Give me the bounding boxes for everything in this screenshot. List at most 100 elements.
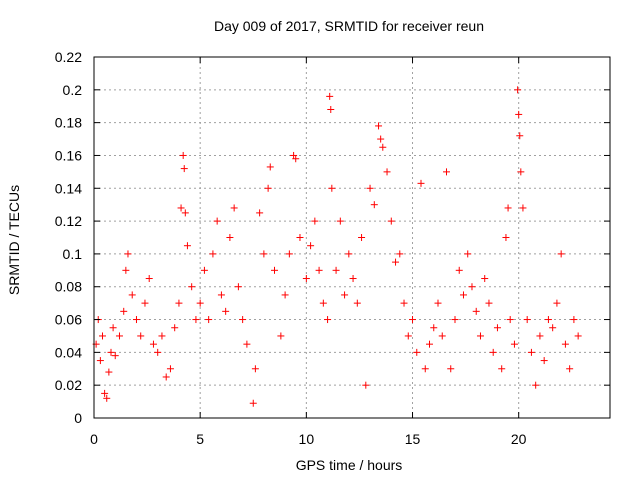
data-point <box>514 86 522 94</box>
data-point <box>544 316 552 324</box>
data-point <box>281 291 289 299</box>
data-point <box>177 204 185 212</box>
data-point <box>158 332 166 340</box>
data-point <box>341 291 349 299</box>
y-tick-label: 0.2 <box>63 82 83 98</box>
data-point <box>264 184 272 192</box>
data-point <box>145 275 153 283</box>
chart-title: Day 009 of 2017, SRMTID for receiver reu… <box>214 18 484 34</box>
data-point <box>370 201 378 209</box>
y-tick-label: 0.22 <box>55 49 82 65</box>
x-tick-label: 10 <box>299 431 315 447</box>
data-point <box>213 217 221 225</box>
data-point <box>510 340 518 348</box>
data-point <box>209 250 217 258</box>
data-point <box>154 348 162 356</box>
data-point <box>517 168 525 176</box>
data-point <box>328 184 336 192</box>
data-point <box>459 291 467 299</box>
y-tick-label: 0.06 <box>55 312 82 328</box>
data-point <box>387 217 395 225</box>
data-point <box>366 184 374 192</box>
data-point <box>447 365 455 373</box>
y-tick-label: 0.18 <box>55 115 82 131</box>
data-point <box>379 143 387 151</box>
data-point <box>222 307 230 315</box>
data-point <box>434 299 442 307</box>
data-point <box>324 316 332 324</box>
data-point <box>128 291 136 299</box>
plot-frame <box>93 56 611 419</box>
data-point <box>570 316 578 324</box>
data-point <box>226 234 234 241</box>
data-point <box>326 92 334 100</box>
data-point <box>574 332 582 340</box>
data-points <box>92 86 582 407</box>
data-point <box>180 165 188 173</box>
data-point <box>451 316 459 324</box>
data-point <box>285 250 293 258</box>
data-point <box>476 332 484 340</box>
data-point <box>141 299 149 307</box>
data-point <box>481 275 489 283</box>
data-point <box>251 365 259 373</box>
tick-labels: 0 0.02 0.04 0.06 0.08 0.1 0.12 0.14 0.16 0.18 0.2 0… <box>55 49 527 447</box>
data-point <box>179 151 187 159</box>
data-point <box>404 332 412 340</box>
data-point <box>464 250 472 258</box>
data-point <box>315 266 323 274</box>
data-point <box>561 340 569 348</box>
data-point <box>137 332 145 340</box>
data-point <box>421 365 429 373</box>
data-point <box>196 299 204 307</box>
data-point <box>489 348 497 356</box>
data-point <box>249 399 257 407</box>
y-tick-label: 0.1 <box>63 246 83 262</box>
data-point <box>162 373 170 381</box>
data-point <box>515 110 523 118</box>
data-point <box>430 324 438 332</box>
data-point <box>311 217 319 225</box>
data-point <box>438 332 446 340</box>
data-point <box>336 217 344 225</box>
data-point <box>124 250 132 258</box>
data-point <box>111 352 119 360</box>
data-point <box>519 204 527 212</box>
data-point <box>417 179 425 187</box>
data-point <box>392 258 400 266</box>
data-point <box>183 242 191 250</box>
data-point <box>132 316 140 324</box>
data-point <box>256 209 264 217</box>
data-point <box>175 299 183 307</box>
data-point <box>506 316 514 324</box>
data-point <box>292 155 300 163</box>
data-point <box>270 266 278 274</box>
data-point <box>109 324 117 332</box>
data-point <box>358 234 366 241</box>
data-point <box>149 340 157 348</box>
data-point <box>101 389 109 397</box>
data-point <box>230 204 238 212</box>
data-point <box>485 299 493 307</box>
data-point <box>455 266 463 274</box>
data-point <box>553 299 561 307</box>
data-point <box>536 332 544 340</box>
data-point <box>442 168 450 176</box>
data-point <box>362 381 370 389</box>
y-tick-label: 0 <box>74 410 82 426</box>
data-point <box>307 242 315 250</box>
data-point <box>516 132 524 140</box>
data-point <box>498 365 506 373</box>
data-point <box>217 291 225 299</box>
data-point <box>296 234 304 241</box>
data-point <box>277 332 285 340</box>
x-tick-label: 0 <box>90 431 98 447</box>
data-point <box>426 340 434 348</box>
y-tick-label: 0.04 <box>55 344 82 360</box>
data-point <box>400 299 408 307</box>
data-point <box>115 332 123 340</box>
data-point <box>383 168 391 176</box>
x-tick-label: 15 <box>405 431 421 447</box>
